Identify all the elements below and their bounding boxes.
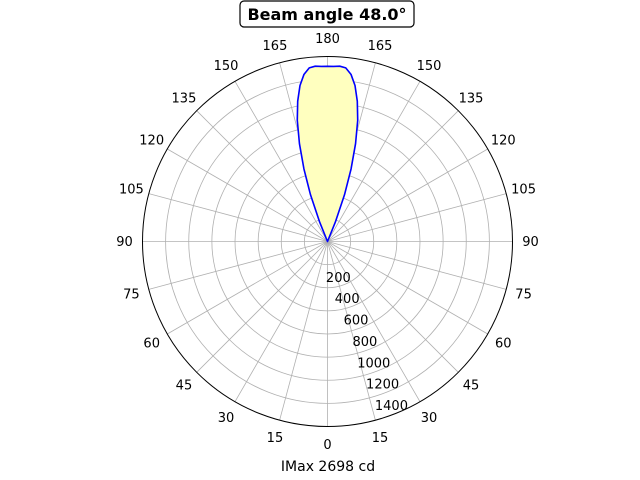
radial-tick-label: 1400: [375, 399, 408, 414]
angle-tick-label: 120: [491, 134, 516, 149]
polar-frame: [142, 56, 513, 427]
angle-tick-label: 165: [263, 39, 288, 54]
x-axis-label: IMax 2698 cd: [281, 459, 375, 475]
angular-gridline: [148, 241, 328, 290]
radial-tick-label: 400: [335, 292, 360, 307]
angular-gridline: [196, 110, 328, 242]
angle-tick-label: 150: [214, 59, 239, 74]
angle-tick-label: 15: [372, 431, 389, 446]
angular-gridline: [327, 241, 376, 421]
angular-gridline: [327, 81, 421, 242]
angular-gridline: [327, 193, 507, 242]
angle-tick-label: 105: [511, 182, 536, 197]
angle-tick-label: 30: [421, 411, 438, 426]
angular-gridline: [327, 241, 507, 290]
angle-tick-label: 165: [368, 39, 393, 54]
angle-tick-label: 45: [463, 379, 480, 394]
angle-tick-label: 135: [172, 91, 197, 106]
angle-tick-label: 90: [116, 235, 133, 250]
title-box: [239, 0, 415, 28]
angle-tick-label: 180: [315, 32, 340, 47]
angle-tick-label: 90: [522, 235, 539, 250]
angular-gridline: [327, 241, 421, 402]
angle-tick-label: 150: [417, 59, 442, 74]
radial-tick-label: 200: [326, 271, 351, 286]
angular-gridline: [327, 241, 459, 373]
angular-gridline: [167, 148, 328, 242]
title-text: Beam angle 48.0°: [247, 5, 406, 24]
series-line: [296, 65, 359, 243]
angle-tick-label: 105: [119, 182, 144, 197]
angular-gridline: [327, 148, 488, 242]
radial-tick-label: 1000: [357, 356, 390, 371]
angular-gridline: [327, 110, 459, 242]
angle-tick-label: 60: [495, 337, 512, 352]
angular-gridline: [196, 241, 328, 373]
angle-tick-label: 75: [515, 288, 532, 303]
label-layer: 0 15 30 45 60 75 90 105 120 135 150 165 180 165 150 135…: [116, 32, 539, 453]
angle-tick-label: 45: [176, 379, 193, 394]
chart-title: Beam angle 48.0°: [239, 0, 415, 28]
radial-tick-label: 1200: [366, 378, 399, 393]
angle-tick-label: 30: [218, 411, 235, 426]
angle-tick-label: 60: [143, 337, 160, 352]
angular-gridline: [148, 193, 328, 242]
radial-tick-label: 600: [344, 314, 369, 329]
angular-gridline: [167, 241, 328, 335]
radial-tick-label: 800: [352, 335, 377, 350]
angular-gridline: [327, 241, 488, 335]
angular-gridline: [234, 81, 328, 242]
series-fill: [297, 66, 358, 242]
angular-gridline: [234, 241, 328, 402]
angle-tick-label: 0: [323, 438, 331, 453]
angle-tick-label: 15: [267, 431, 284, 446]
angle-tick-label: 135: [459, 91, 484, 106]
angular-gridline: [279, 241, 328, 421]
data-layer: [296, 65, 359, 243]
angle-tick-label: 120: [139, 134, 164, 149]
angle-tick-label: 75: [123, 288, 140, 303]
